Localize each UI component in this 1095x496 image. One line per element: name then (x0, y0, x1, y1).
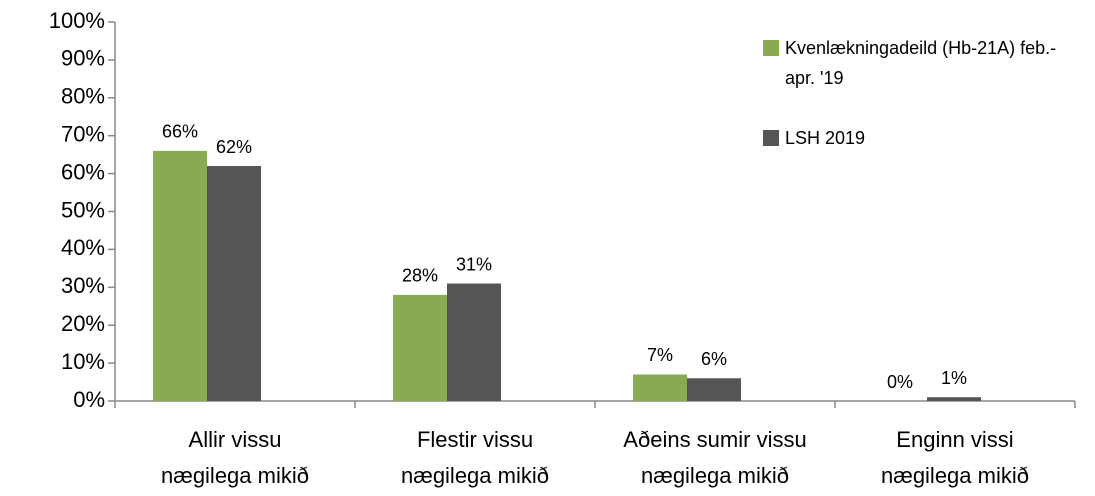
y-tick-label: 80% (61, 84, 105, 109)
y-tick-label: 70% (61, 122, 105, 147)
y-tick-label: 30% (61, 273, 105, 298)
value-label: 28% (402, 266, 438, 286)
bar (447, 283, 501, 401)
legend-label: Kvenlækningadeild (Hb-21A) feb.-apr. '19 (785, 38, 1057, 88)
legend-label: LSH 2019 (785, 128, 866, 148)
bar (927, 397, 981, 401)
y-tick-label: 10% (61, 349, 105, 374)
y-tick-label: 40% (61, 235, 105, 260)
x-tick-label: Flestir vissu (417, 427, 533, 452)
x-tick-label: nægilega mikið (881, 463, 1029, 488)
x-tick-label: Enginn vissi (896, 427, 1013, 452)
x-tick-label: Allir vissu (189, 427, 282, 452)
bar (393, 294, 447, 401)
legend-swatch (763, 40, 779, 56)
legend-item: Kvenlækningadeild (Hb-21A) feb.-apr. '19 (763, 33, 1060, 93)
legend-item: LSH 2019 (763, 123, 1060, 153)
bar (153, 150, 207, 401)
bar (633, 374, 687, 401)
y-tick-label: 90% (61, 46, 105, 71)
value-label: 1% (941, 368, 967, 388)
value-label: 6% (701, 349, 727, 369)
value-label: 62% (216, 137, 252, 157)
y-tick-label: 20% (61, 311, 105, 336)
value-label: 0% (887, 372, 913, 392)
value-label: 31% (456, 254, 492, 274)
y-tick-label: 0% (73, 387, 105, 412)
x-tick-label: nægilega mikið (641, 463, 789, 488)
y-tick-label: 50% (61, 197, 105, 222)
legend-swatch (763, 130, 779, 146)
value-label: 66% (162, 122, 198, 142)
x-tick-label: nægilega mikið (401, 463, 549, 488)
bar (687, 378, 741, 401)
bar (207, 166, 261, 401)
y-tick-label: 60% (61, 159, 105, 184)
x-tick-label: nægilega mikið (161, 463, 309, 488)
y-tick-label: 100% (49, 8, 105, 33)
x-tick-label: Aðeins sumir vissu (623, 427, 806, 452)
value-label: 7% (647, 345, 673, 365)
